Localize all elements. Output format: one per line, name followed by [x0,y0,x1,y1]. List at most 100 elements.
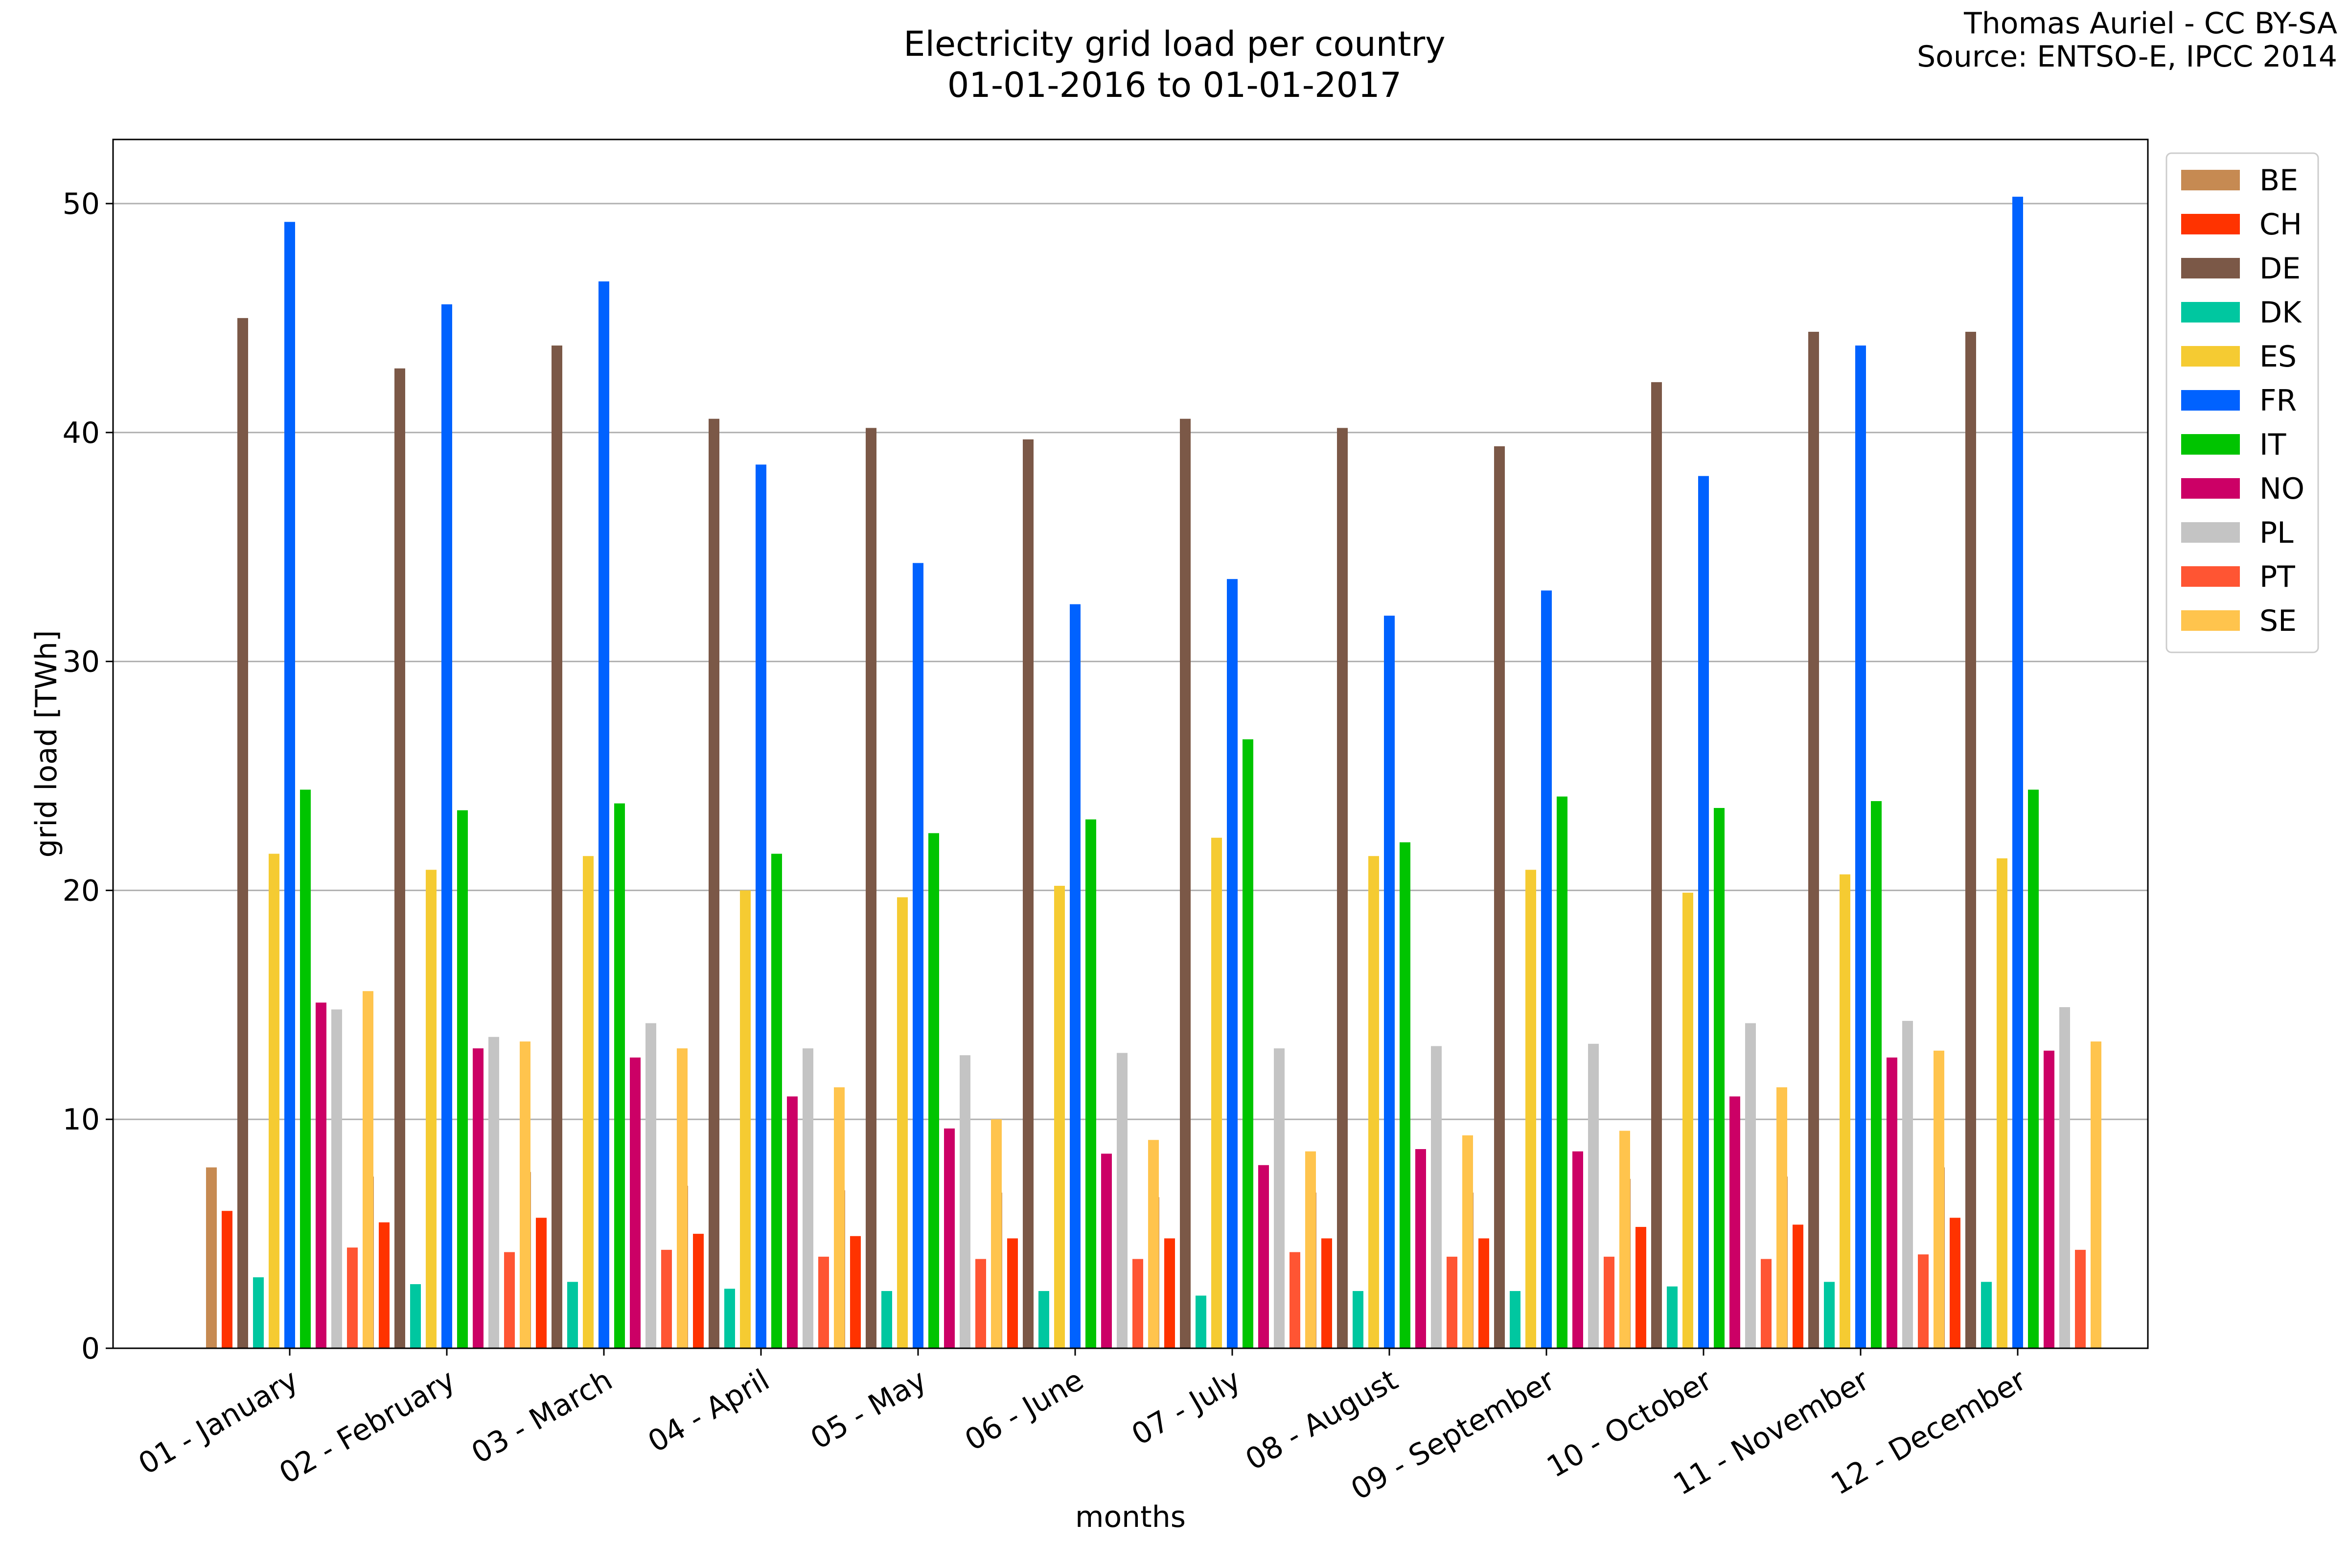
bar-de-8 [1337,428,1348,1348]
bar-es-5 [897,897,908,1348]
bar-se-8 [1462,1135,1473,1348]
bar-ch-9 [1478,1238,1489,1348]
bar-pt-1 [347,1247,358,1348]
bar-it-9 [1557,796,1567,1348]
bar-dk-7 [1196,1295,1206,1348]
bar-es-7 [1211,837,1222,1348]
bar-dk-10 [1667,1286,1678,1348]
bar-es-1 [269,853,279,1348]
legend-label-be: BE [2259,163,2298,198]
bar-fr-10 [1698,476,1709,1349]
legend-swatch-dk [2181,302,2240,323]
bar-pl-7 [1274,1048,1285,1348]
bar-dk-5 [881,1291,892,1348]
bar-fr-8 [1384,616,1395,1348]
bar-no-12 [2044,1050,2054,1348]
y-tick-label: 50 [63,187,100,221]
bar-ch-5 [850,1236,861,1348]
bar-dk-12 [1981,1282,1992,1348]
bar-no-2 [473,1048,484,1348]
bar-pl-10 [1745,1023,1756,1348]
bar-de-5 [866,428,876,1348]
bar-dk-11 [1824,1282,1835,1348]
bar-it-11 [1871,801,1882,1348]
bar-es-12 [1997,858,2007,1348]
bar-pt-9 [1604,1256,1614,1348]
bar-de-4 [709,418,719,1348]
bar-dk-1 [253,1277,264,1348]
bar-es-11 [1840,874,1850,1348]
bar-es-10 [1682,893,1693,1348]
bar-it-10 [1714,807,1725,1348]
bar-no-8 [1415,1149,1426,1348]
bar-dk-8 [1353,1291,1363,1348]
bar-fr-1 [284,222,295,1348]
y-tick-label: 40 [63,416,100,450]
bar-ch-6 [1007,1238,1018,1348]
bar-ch-3 [536,1218,547,1348]
chart-title-line-1: Electricity grid load per country [903,24,1445,64]
bar-se-2 [520,1041,530,1348]
bar-pl-12 [2059,1007,2070,1348]
bar-no-9 [1572,1151,1583,1348]
bar-no-11 [1887,1057,1897,1348]
bar-es-9 [1525,870,1536,1348]
bar-pt-6 [1132,1259,1143,1348]
bar-be-1 [206,1167,217,1348]
bar-no-4 [787,1096,798,1348]
bar-de-3 [552,346,562,1348]
bar-dk-9 [1510,1291,1520,1348]
bar-it-6 [1085,819,1096,1348]
bar-pt-7 [1290,1252,1300,1348]
bar-fr-9 [1541,590,1552,1348]
bar-pl-5 [960,1055,970,1348]
legend-label-pt: PT [2259,560,2295,594]
bar-de-7 [1180,418,1191,1348]
legend-swatch-pl [2181,522,2240,543]
y-tick-label: 10 [63,1103,100,1137]
legend-label-no: NO [2259,472,2304,506]
bar-pl-11 [1902,1021,1913,1348]
bar-pl-8 [1431,1046,1442,1348]
bar-fr-11 [1855,346,1866,1348]
bar-de-6 [1023,439,1034,1348]
legend-label-se: SE [2259,604,2297,638]
bar-de-1 [237,318,248,1349]
bar-it-3 [614,803,625,1348]
bar-no-5 [944,1128,955,1348]
legend-label-de: DE [2259,252,2301,286]
bar-it-4 [771,853,782,1348]
legend-label-it: IT [2259,428,2286,462]
bar-se-6 [1148,1140,1159,1348]
bar-ch-11 [1793,1224,1803,1348]
bar-se-5 [991,1119,1002,1348]
bar-fr-6 [1070,604,1081,1348]
legend-label-es: ES [2259,340,2297,374]
legend-swatch-it [2181,434,2240,455]
bar-it-8 [1400,842,1410,1348]
bar-pt-2 [504,1252,515,1348]
bar-se-7 [1305,1151,1316,1348]
bar-it-1 [300,789,311,1348]
bar-pt-11 [1918,1254,1929,1348]
bar-dk-2 [410,1284,421,1348]
bar-es-2 [426,870,437,1348]
legend-swatch-fr [2181,390,2240,411]
legend-swatch-se [2181,610,2240,631]
bar-se-10 [1776,1087,1787,1348]
bar-dk-4 [724,1289,735,1348]
bar-no-6 [1101,1153,1112,1348]
chart-title-line-2: 01-01-2016 to 01-01-2017 [947,65,1402,105]
bar-fr-7 [1227,579,1238,1348]
legend-swatch-de [2181,258,2240,278]
bar-ch-8 [1321,1238,1332,1348]
bar-fr-4 [756,464,766,1348]
bar-se-3 [677,1048,688,1348]
bar-de-11 [1808,331,1819,1348]
bar-pl-3 [645,1023,656,1348]
bar-dk-6 [1038,1291,1049,1348]
bar-no-7 [1258,1165,1269,1348]
bar-it-5 [928,833,939,1348]
x-axis-label: months [1075,1500,1186,1534]
